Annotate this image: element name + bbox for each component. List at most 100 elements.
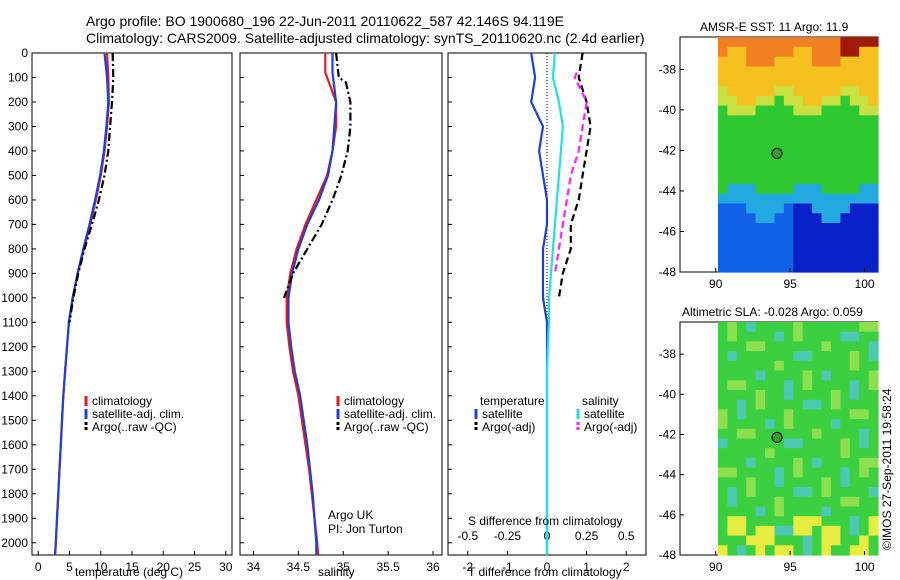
map-cell xyxy=(736,516,747,527)
map-y-tick-label: -46 xyxy=(659,224,677,238)
map-cell xyxy=(765,46,776,58)
map-cell xyxy=(755,370,766,381)
map-cell xyxy=(830,154,841,165)
map-cell xyxy=(765,174,776,185)
map-cell xyxy=(840,115,851,126)
map-cell xyxy=(849,134,860,146)
map-cell xyxy=(783,496,794,508)
map-cell xyxy=(774,46,785,58)
map-cell xyxy=(859,164,870,175)
map-cell xyxy=(727,154,738,165)
map-cell xyxy=(783,516,794,527)
map-cell xyxy=(746,351,757,362)
sst-map-title: AMSR-E SST: 11 Argo: 11.9 xyxy=(700,20,849,34)
map-cell xyxy=(802,545,813,556)
map-cell xyxy=(802,76,813,87)
map-cell xyxy=(774,56,785,67)
map-cell xyxy=(821,438,832,449)
map-cell xyxy=(859,370,870,381)
map-cell xyxy=(774,76,785,87)
map-cell xyxy=(755,341,766,352)
map-cell xyxy=(840,95,851,107)
map-cell xyxy=(849,380,860,391)
map-cell xyxy=(774,506,785,517)
map-cell xyxy=(830,164,841,175)
map-cell xyxy=(755,351,766,362)
map-cell xyxy=(765,115,776,126)
map-cell xyxy=(783,164,794,175)
map-cell xyxy=(821,76,832,87)
map-cell xyxy=(849,419,860,430)
map-cell xyxy=(812,438,823,449)
map-cell xyxy=(718,360,728,372)
legend-climatology: climatology xyxy=(344,394,405,408)
map-cell xyxy=(718,331,728,342)
map-y-tick-label: -48 xyxy=(659,265,677,279)
map-cell xyxy=(812,419,823,430)
map-cell xyxy=(868,341,879,352)
map-cell xyxy=(746,399,757,410)
series-line-1-3 xyxy=(68,52,115,323)
map-cell xyxy=(830,545,841,556)
map-cell xyxy=(840,232,851,244)
map-cell xyxy=(765,37,776,48)
map-cell xyxy=(793,399,804,410)
map-cell xyxy=(774,457,785,469)
map-cell xyxy=(868,86,879,97)
map-cell xyxy=(718,223,728,234)
legend-argo: Argo(..raw -QC) xyxy=(344,420,429,434)
map-cell xyxy=(793,506,804,517)
map-cell xyxy=(830,86,841,97)
map-cell xyxy=(802,419,813,430)
x-tick-label: -1 xyxy=(502,560,513,574)
map-cell xyxy=(718,467,728,478)
map-cell xyxy=(868,183,879,195)
map-cell xyxy=(840,341,851,352)
map-cell xyxy=(802,37,813,48)
map-cell xyxy=(755,535,766,546)
map-cell xyxy=(755,380,766,391)
map-cell xyxy=(812,360,823,372)
map-cell xyxy=(868,37,879,48)
map-cell xyxy=(718,232,728,244)
map-cell xyxy=(765,331,776,342)
map-cell xyxy=(718,448,728,459)
map-cell xyxy=(868,419,879,430)
map-cell xyxy=(774,496,785,508)
map-cell xyxy=(840,370,851,381)
map-cell xyxy=(727,467,738,478)
map-cell xyxy=(849,164,860,175)
map-cell xyxy=(736,203,747,214)
map-cell xyxy=(849,46,860,58)
map-cell xyxy=(859,428,870,440)
map-cell xyxy=(736,262,747,273)
map-cell xyxy=(840,223,851,234)
map-cell xyxy=(783,341,794,352)
map-cell xyxy=(849,105,860,116)
map-cell xyxy=(746,428,757,440)
map-cell xyxy=(746,390,757,401)
map-cell xyxy=(774,262,785,273)
map-cell xyxy=(774,86,785,97)
y-tick-label: 500 xyxy=(8,168,28,182)
map-cell xyxy=(746,331,757,342)
map-cell xyxy=(849,95,860,107)
map-cell xyxy=(736,351,747,362)
map-cell xyxy=(802,232,813,244)
map-cell xyxy=(727,331,738,342)
map-cell xyxy=(812,242,823,253)
map-cell xyxy=(821,545,832,556)
map-cell xyxy=(840,125,851,136)
map-cell xyxy=(755,193,766,205)
y-tick-label: 1700 xyxy=(1,462,28,476)
map-cell xyxy=(727,86,738,97)
map-cell xyxy=(812,487,823,498)
map-cell xyxy=(859,477,870,488)
map-cell xyxy=(783,390,794,401)
map-cell xyxy=(868,203,879,214)
map-cell xyxy=(727,183,738,195)
map-cell xyxy=(736,223,747,234)
map-cell xyxy=(830,457,841,469)
map-y-tick-label: -44 xyxy=(659,468,677,482)
map-cell xyxy=(821,390,832,401)
